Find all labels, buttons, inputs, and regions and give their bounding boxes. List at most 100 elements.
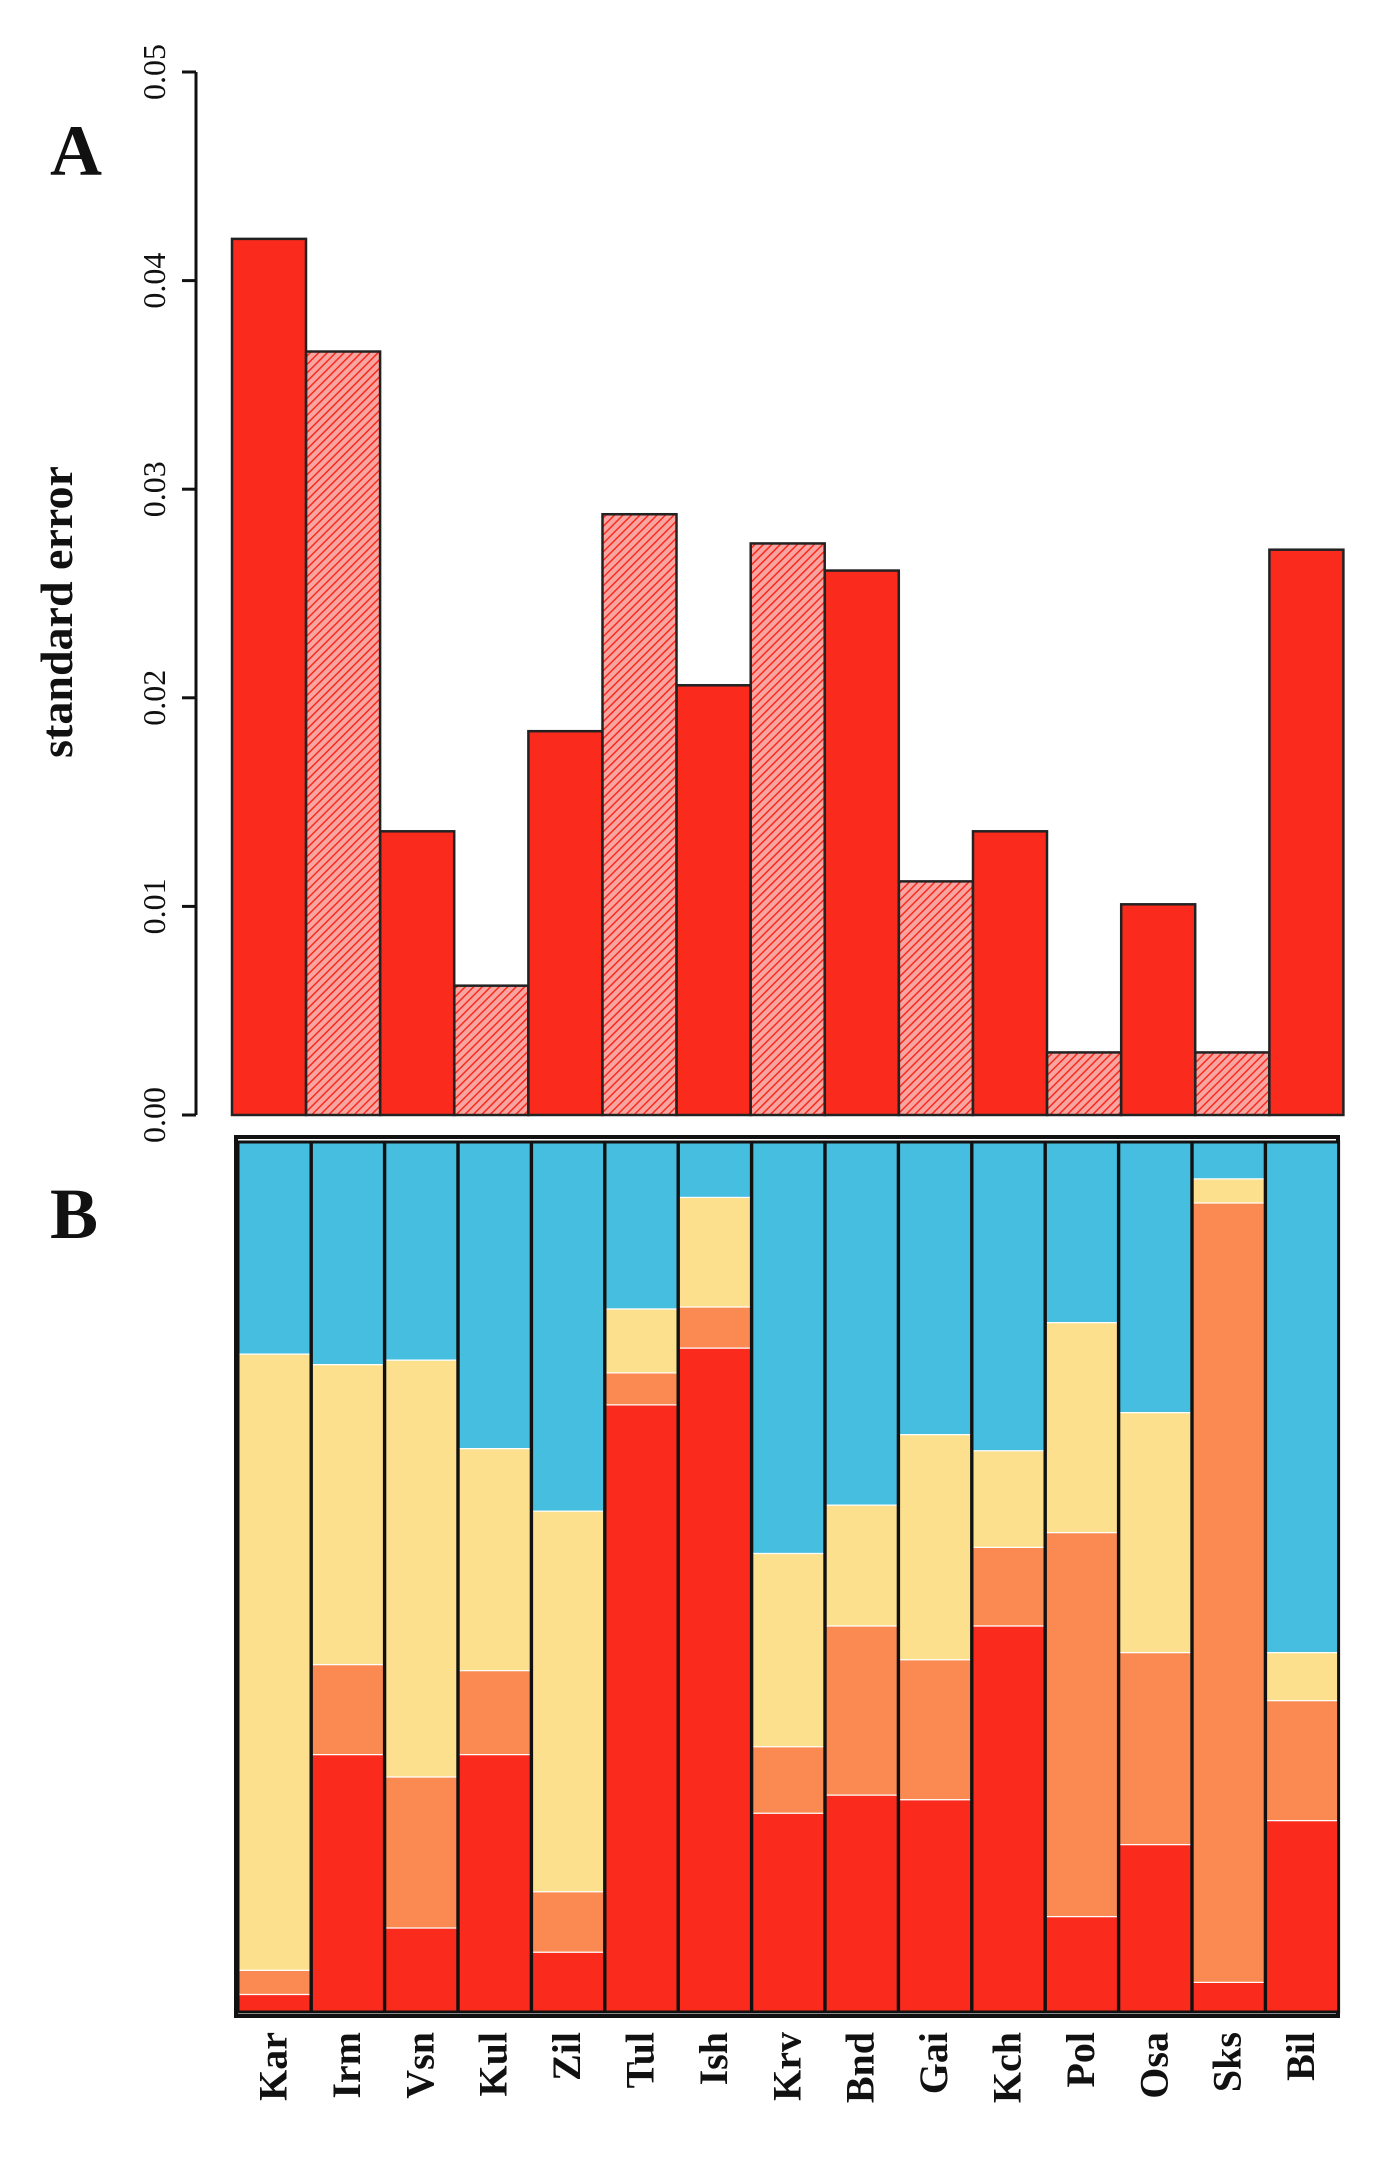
stacked-bar-sks: [1190, 1140, 1267, 2014]
segment-red: [1118, 1844, 1192, 2012]
stacked-bar-tul: [603, 1140, 680, 2014]
y-tick-label: 0.02: [136, 670, 172, 726]
x-tick-label-bnd: Bnd: [838, 2032, 883, 2103]
segment-blue: [825, 1142, 899, 1505]
bar-outline: [1264, 1140, 1341, 2014]
segment-yellow: [384, 1359, 458, 1777]
stacked-bars: [236, 1140, 1341, 2014]
segment-yellow: [898, 1434, 972, 1660]
bar-kul: [453, 984, 530, 1117]
bar-gai: [897, 880, 975, 1117]
y-tick-label: 0.03: [136, 461, 172, 517]
x-tick-label-kch: Kch: [985, 2032, 1030, 2103]
segment-blue: [458, 1142, 532, 1448]
segment-red: [1045, 1916, 1119, 2012]
x-tick-label-krv: Krv: [764, 2032, 809, 2101]
segment-blue: [384, 1142, 458, 1360]
segment-orange: [1192, 1202, 1266, 1982]
segment-blue: [1118, 1142, 1192, 1412]
segment-blue: [1265, 1142, 1339, 1652]
x-tick-labels: Kar Irm Vsn Kul Zil Tul Ish Krv Bnd Gai Kch Pol Osa S…: [251, 2032, 1324, 2103]
x-tick-label-osa: Osa: [1131, 2032, 1176, 2099]
segment-blue: [238, 1142, 311, 1354]
segment-red: [751, 1812, 825, 2012]
segment-orange: [751, 1746, 825, 1813]
bars: [230, 237, 1345, 1117]
segment-yellow: [751, 1552, 825, 1747]
stacked-bar-kch: [970, 1140, 1047, 2014]
bar-kch: [971, 830, 1049, 1117]
segment-blue: [531, 1142, 605, 1511]
segment-red: [1192, 1981, 1266, 2012]
x-tick-label-tul: Tul: [618, 2032, 663, 2088]
segment-orange: [1118, 1652, 1192, 1844]
panel-a-bar-chart: A standard error 0.000.010.020.030.040.0…: [31, 44, 1345, 1143]
bar-pol: [1045, 1051, 1123, 1117]
bar-ish: [675, 684, 752, 1117]
panel-b-letter: B: [50, 1174, 98, 1254]
stacked-bar-vsn: [383, 1140, 460, 2014]
segment-yellow: [238, 1353, 311, 1970]
segment-yellow: [972, 1450, 1045, 1547]
segment-orange: [458, 1670, 532, 1754]
segment-yellow: [1265, 1652, 1339, 1700]
stacked-bar-bil: [1264, 1140, 1341, 2014]
segment-orange: [898, 1659, 972, 1800]
segment-orange: [678, 1306, 752, 1348]
stacked-bar-irm: [309, 1140, 386, 2014]
stacked-bar-pol: [1043, 1140, 1120, 2014]
bar-irm: [304, 350, 382, 1117]
x-tick-label-sks: Sks: [1205, 2032, 1250, 2092]
y-axis: 0.00 0.01 0.02 0.03 0.04 0.05: [136, 44, 198, 1143]
bar-bnd: [823, 569, 901, 1117]
segment-blue: [1045, 1142, 1119, 1322]
segment-red: [311, 1754, 385, 2012]
segment-orange: [605, 1372, 678, 1405]
bar-vsn: [378, 830, 456, 1117]
segment-red: [384, 1927, 458, 2012]
segment-yellow: [825, 1504, 899, 1626]
segment-yellow: [605, 1308, 678, 1373]
segment-yellow: [1045, 1322, 1119, 1532]
segment-red: [678, 1347, 752, 2012]
x-tick-label-irm: Irm: [324, 2032, 369, 2099]
x-tick-label-pol: Pol: [1058, 2032, 1103, 2088]
x-tick-label-vsn: Vsn: [397, 2032, 442, 2099]
bar-kar: [230, 237, 308, 1117]
stacked-bar-zil: [530, 1140, 607, 2014]
x-tick-label-kar: Kar: [251, 2032, 296, 2101]
segment-orange: [311, 1664, 385, 1754]
segment-red: [825, 1794, 899, 2012]
segment-blue: [898, 1142, 972, 1435]
bar-krv: [749, 542, 826, 1117]
x-tick-label-bil: Bil: [1278, 2032, 1323, 2081]
segment-red: [898, 1799, 972, 2012]
x-tick-label-kul: Kul: [471, 2032, 516, 2096]
y-axis-label: standard error: [31, 466, 82, 758]
bar-bil: [1268, 548, 1345, 1117]
stacked-bar-ish: [676, 1140, 753, 2014]
segment-red: [458, 1754, 532, 2012]
segment-yellow: [311, 1364, 385, 1664]
bar-osa: [1119, 903, 1197, 1117]
bar-zil: [527, 729, 604, 1117]
y-tick-label: 0.05: [136, 44, 172, 100]
stacked-bar-gai: [897, 1140, 974, 2014]
segment-yellow: [1118, 1412, 1192, 1652]
panel-b-stacked-bar-chart: B Kar Irm Vsn Kul Zil Tul Ish Krv Bnd Gai Kch Pol Os…: [50, 1135, 1341, 2103]
segment-blue: [678, 1142, 752, 1197]
segment-blue: [972, 1142, 1045, 1451]
segment-orange: [1045, 1532, 1119, 1916]
y-tick-label: 0.04: [136, 253, 172, 309]
segment-red: [1265, 1820, 1339, 2012]
segment-yellow: [678, 1196, 752, 1307]
segment-blue: [1192, 1142, 1266, 1179]
segment-red: [605, 1404, 678, 2012]
x-tick-label-gai: Gai: [911, 2032, 956, 2094]
stacked-bar-kul: [456, 1140, 533, 2014]
segment-orange: [531, 1891, 605, 1952]
x-tick-label-zil: Zil: [544, 2032, 589, 2081]
segment-blue: [751, 1142, 825, 1553]
stacked-bar-krv: [750, 1140, 827, 2014]
